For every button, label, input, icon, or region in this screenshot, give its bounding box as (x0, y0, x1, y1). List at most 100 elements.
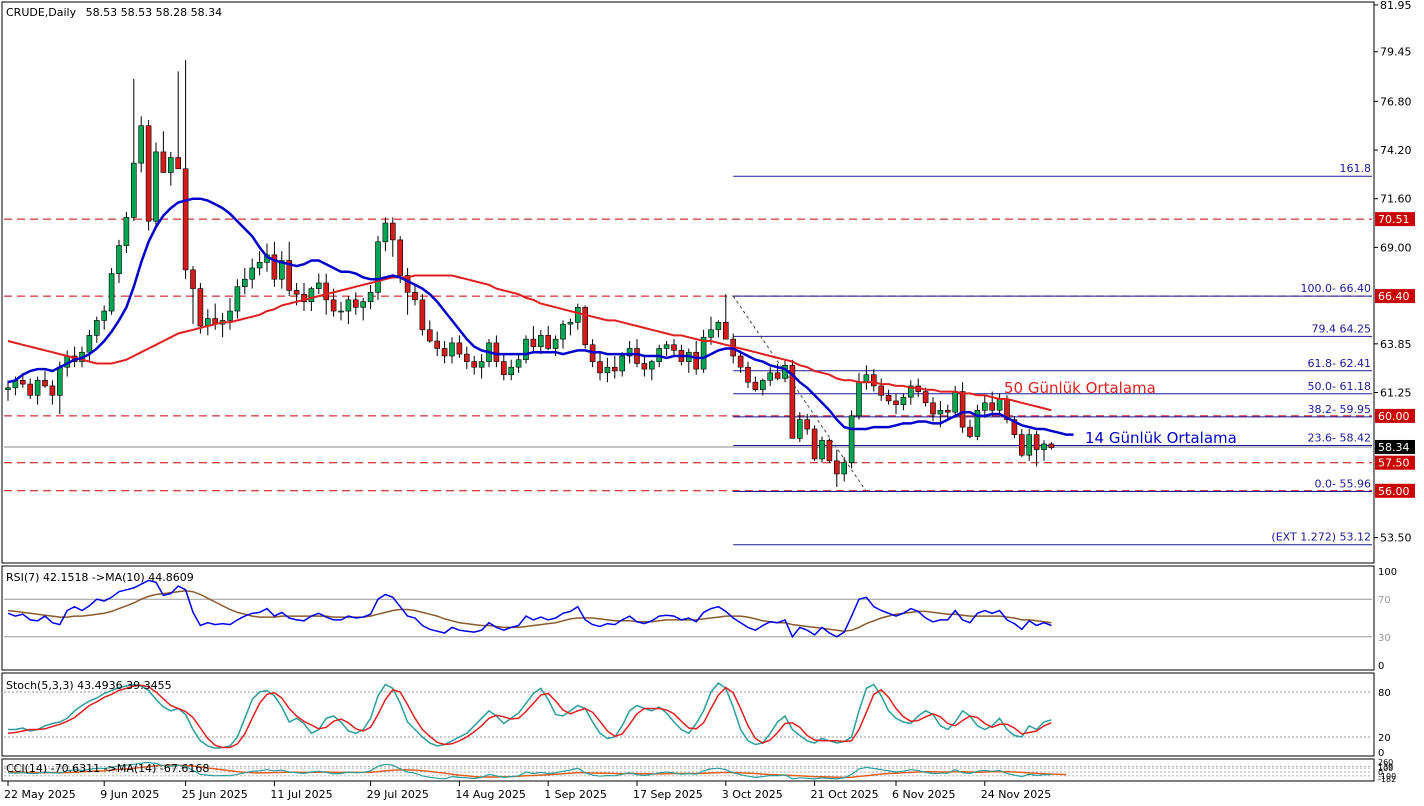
candle-body[interactable] (863, 374, 870, 383)
candle-body[interactable] (94, 320, 100, 336)
candle-body[interactable] (256, 262, 263, 269)
candle-body[interactable] (434, 340, 441, 349)
candle-body[interactable] (190, 269, 196, 289)
candle-body[interactable] (478, 361, 485, 368)
candle-body[interactable] (715, 321, 722, 331)
candle-body[interactable] (523, 338, 529, 361)
candle-body[interactable] (1048, 443, 1055, 449)
candle-body[interactable] (804, 419, 811, 430)
candle-body[interactable] (752, 381, 759, 390)
candle-body[interactable] (515, 359, 522, 368)
candle-body[interactable] (671, 344, 677, 351)
candle-body[interactable] (611, 366, 618, 372)
candle-body[interactable] (545, 335, 552, 349)
candle-body[interactable] (930, 402, 936, 415)
candle-body[interactable] (123, 217, 130, 246)
candle-body[interactable] (345, 299, 352, 312)
candle-body[interactable] (789, 365, 796, 439)
candle-body[interactable] (937, 409, 944, 415)
candle-body[interactable] (833, 460, 840, 475)
candle-body[interactable] (841, 462, 848, 475)
candle-body[interactable] (175, 157, 181, 170)
candle-body[interactable] (197, 288, 204, 327)
candle-body[interactable] (108, 273, 115, 312)
candle-body[interactable] (441, 348, 448, 357)
candle-body[interactable] (774, 372, 781, 379)
candle-body[interactable] (5, 387, 11, 390)
candle-body[interactable] (508, 366, 515, 376)
candle-body[interactable] (308, 288, 315, 302)
candle-body[interactable] (974, 409, 981, 437)
candle-body[interactable] (1026, 434, 1032, 456)
candle-body[interactable] (952, 391, 959, 413)
candle-body[interactable] (493, 342, 500, 362)
candle-body[interactable] (759, 380, 766, 390)
candle-body[interactable] (848, 415, 855, 464)
candle-body[interactable] (530, 338, 537, 347)
candle-body[interactable] (49, 385, 56, 396)
candle-body[interactable] (160, 151, 167, 173)
candle-body[interactable] (767, 372, 774, 381)
candle-body[interactable] (641, 363, 648, 370)
candle-body[interactable] (389, 222, 396, 241)
candle-body[interactable] (693, 351, 700, 370)
candle-body[interactable] (648, 361, 655, 370)
candle-body[interactable] (234, 286, 241, 312)
candle-body[interactable] (86, 335, 93, 353)
candle-body[interactable] (182, 168, 189, 271)
candle-body[interactable] (907, 385, 914, 398)
candle-body[interactable] (456, 342, 463, 355)
candle-body[interactable] (893, 400, 899, 405)
candle-body[interactable] (996, 398, 1003, 411)
candle-body[interactable] (967, 426, 973, 437)
candle-body[interactable] (138, 125, 144, 164)
candle-body[interactable] (1018, 434, 1025, 456)
candle-body[interactable] (811, 428, 818, 460)
candle-body[interactable] (663, 344, 670, 349)
candle-body[interactable] (619, 355, 626, 372)
candle-body[interactable] (870, 374, 877, 387)
candle-body[interactable] (552, 338, 559, 349)
candle-body[interactable] (449, 342, 455, 357)
candle-body[interactable] (301, 293, 307, 302)
candle-body[interactable] (959, 391, 966, 428)
candle-body[interactable] (375, 241, 381, 293)
candle-body[interactable] (634, 348, 640, 364)
candle-body[interactable] (101, 310, 107, 321)
candle-body[interactable] (604, 366, 611, 374)
candle-body[interactable] (574, 307, 581, 323)
candle-body[interactable] (34, 380, 41, 396)
candle-body[interactable] (708, 329, 714, 338)
candle-body[interactable] (700, 336, 707, 370)
candle-body[interactable] (1011, 419, 1018, 435)
candle-body[interactable] (471, 361, 478, 368)
candle-body[interactable] (597, 361, 603, 374)
candle-body[interactable] (330, 299, 337, 312)
candle-body[interactable] (323, 282, 330, 301)
candle-body[interactable] (397, 239, 404, 276)
candle-body[interactable] (922, 391, 929, 404)
candlesticks[interactable] (5, 60, 1055, 488)
candle-body[interactable] (315, 282, 322, 289)
candle-body[interactable] (745, 366, 751, 383)
candle-body[interactable] (367, 292, 374, 302)
candle-body[interactable] (981, 402, 988, 411)
candle-body[interactable] (1041, 443, 1047, 450)
candle-body[interactable] (944, 409, 951, 413)
candle-body[interactable] (626, 348, 633, 357)
candle-body[interactable] (463, 353, 470, 362)
candle-body[interactable] (826, 439, 833, 462)
candle-body[interactable] (286, 260, 293, 291)
candle-body[interactable] (426, 329, 433, 342)
candle-body[interactable] (856, 381, 862, 417)
candle-body[interactable] (168, 157, 174, 173)
candle-body[interactable] (131, 162, 137, 218)
candle-body[interactable] (737, 355, 744, 368)
candle-body[interactable] (116, 245, 122, 274)
candle-body[interactable] (352, 299, 359, 308)
candle-body[interactable] (338, 310, 344, 313)
candle-body[interactable] (242, 278, 248, 288)
candle-body[interactable] (145, 125, 152, 222)
candle-body[interactable] (500, 361, 507, 376)
candle-body[interactable] (227, 310, 233, 321)
